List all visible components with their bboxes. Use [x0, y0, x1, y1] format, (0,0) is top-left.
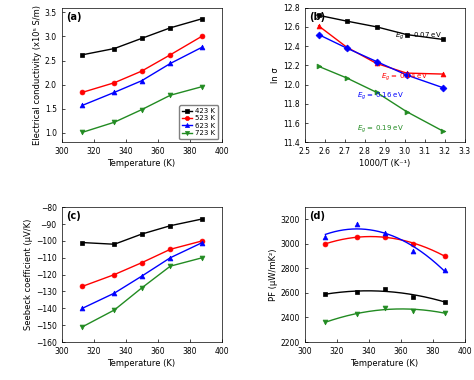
X-axis label: Temperature (K): Temperature (K) [108, 159, 176, 168]
Text: $E_g$ = 0.07 eV: $E_g$ = 0.07 eV [394, 31, 441, 42]
Text: (b): (b) [310, 12, 326, 22]
Text: $E_g$ = 0.16 eV: $E_g$ = 0.16 eV [356, 90, 403, 102]
Text: $E_g$ = 0.14 eV: $E_g$ = 0.14 eV [381, 71, 428, 83]
X-axis label: 1000/T (K⁻¹): 1000/T (K⁻¹) [359, 159, 410, 168]
Text: $E_g$ = 0.19 eV: $E_g$ = 0.19 eV [356, 123, 403, 135]
Text: (a): (a) [66, 12, 82, 22]
Text: (c): (c) [66, 211, 81, 221]
Y-axis label: PF (μW/mK²): PF (μW/mK²) [268, 249, 277, 301]
Legend: 423 K, 523 K, 623 K, 723 K: 423 K, 523 K, 623 K, 723 K [179, 105, 218, 139]
Y-axis label: Electrical conductivity (x10⁵ S/m): Electrical conductivity (x10⁵ S/m) [33, 5, 42, 145]
X-axis label: Temperature (K): Temperature (K) [350, 359, 419, 367]
Y-axis label: ln σ: ln σ [271, 67, 280, 83]
X-axis label: Temperature (K): Temperature (K) [108, 359, 176, 367]
Y-axis label: Seebeck coefficient (μV/K): Seebeck coefficient (μV/K) [24, 219, 33, 330]
Text: (d): (d) [310, 211, 326, 221]
